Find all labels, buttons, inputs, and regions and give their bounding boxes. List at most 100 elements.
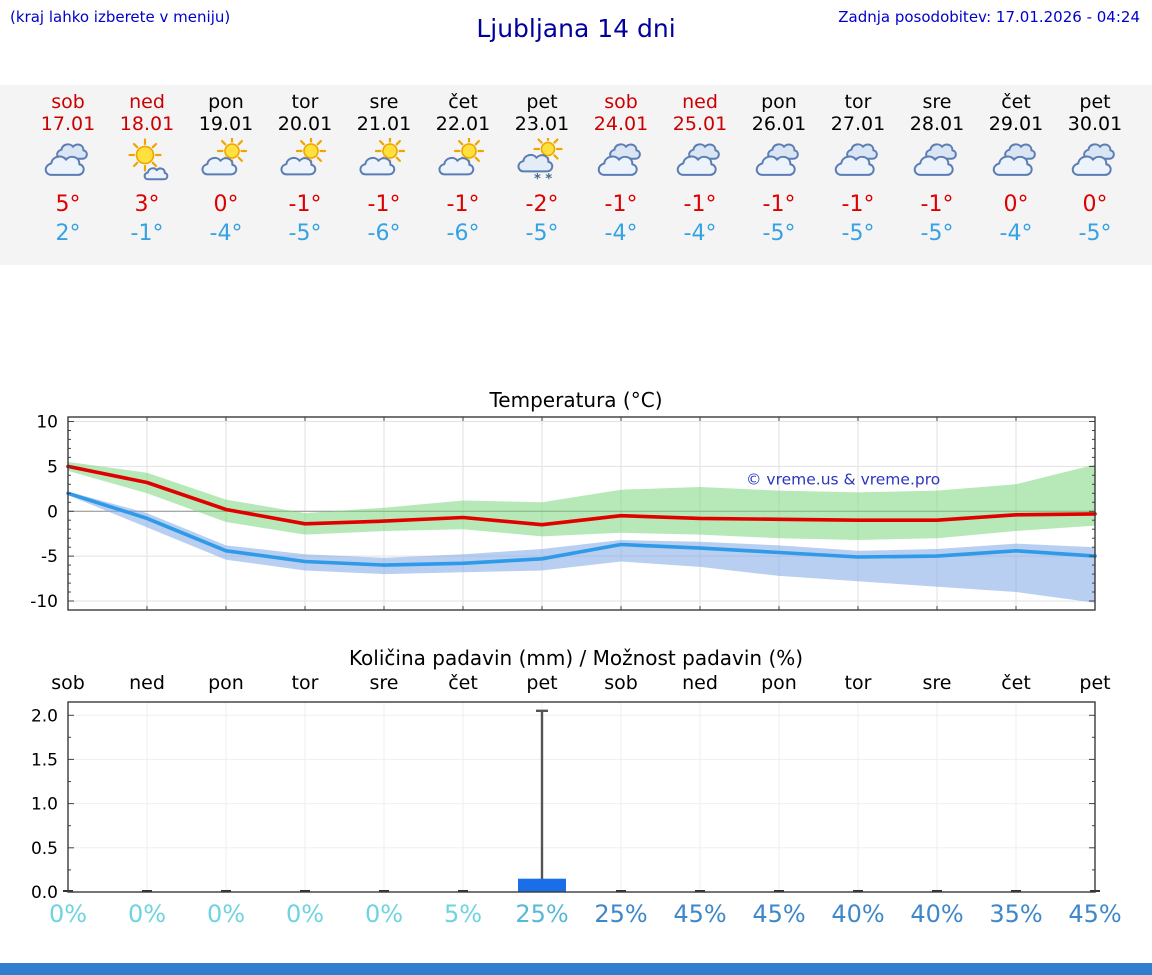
day-high-temp: -1° [367, 192, 401, 217]
svg-text:5: 5 [47, 457, 58, 477]
day-icon-wrap [266, 135, 345, 188]
day-name: pon [208, 91, 244, 113]
svg-text:45%: 45% [1068, 900, 1121, 928]
forecast-day-17.01[interactable]: sob 17.01 5° 2° [29, 85, 108, 265]
forecast-day-26.01[interactable]: pon 26.01 -1° -5° [740, 85, 819, 265]
day-low-temp: -4° [683, 221, 717, 246]
forecast-day-22.01[interactable]: čet 22.01 -1° -6° [424, 85, 503, 265]
forecast-day-18.01[interactable]: ned 18.01 3° -1° [108, 85, 187, 265]
day-high-temp: -1° [762, 192, 796, 217]
precipitation-chart-title: Količina padavin (mm) / Možnost padavin … [348, 646, 804, 670]
day-icon-wrap [29, 138, 108, 188]
day-icon-wrap [977, 138, 1056, 188]
watermark-link[interactable]: © vreme.us & vreme.pro [746, 470, 940, 488]
svg-text:sre: sre [370, 672, 399, 694]
day-low-temp: 2° [55, 221, 81, 246]
day-high-temp: 5° [55, 192, 81, 217]
min-temperature-band [68, 491, 1095, 603]
day-low-temp: -5° [288, 221, 322, 246]
weather-icon-cloudy [1071, 143, 1115, 176]
svg-text:45%: 45% [752, 900, 805, 928]
svg-text:1.5: 1.5 [31, 750, 58, 770]
day-name: pon [761, 91, 797, 113]
header: (kraj lahko izberete v meniju) Ljubljana… [0, 0, 1152, 85]
forecast-day-29.01[interactable]: čet 29.01 0° -4° [977, 85, 1056, 265]
weather-icon-sun-cloud [359, 135, 406, 176]
forecast-day-27.01[interactable]: tor 27.01 -1° -5° [819, 85, 898, 265]
precip-prob-labels: 0% 0% 0% 0% 0% 5% 25% 25% 45% 45% 40% 40% 35% 45% [49, 900, 1122, 928]
footer-bar [0, 963, 1152, 975]
day-name: sob [51, 91, 85, 113]
temperature-chart: -10 -5 0 5 10 © vreme.us & vreme.pro [30, 414, 1097, 612]
temp-chart-border [67, 416, 1096, 611]
svg-text:pon: pon [761, 672, 797, 694]
day-name: pet [1079, 91, 1111, 113]
forecast-day-19.01[interactable]: pon 19.01 0° -4° [187, 85, 266, 265]
day-date: 23.01 [514, 113, 570, 135]
day-name: sre [369, 91, 399, 113]
day-high-temp: -1° [288, 192, 322, 217]
day-date: 29.01 [988, 113, 1044, 135]
svg-text:pet: pet [526, 672, 557, 694]
day-date: 30.01 [1067, 113, 1123, 135]
day-name: sre [922, 91, 952, 113]
day-date: 19.01 [198, 113, 254, 135]
day-date: 27.01 [830, 113, 886, 135]
svg-text:ned: ned [682, 672, 718, 694]
day-date: 21.01 [356, 113, 412, 135]
day-icon-wrap [582, 138, 661, 188]
day-date: 22.01 [435, 113, 491, 135]
weather-icon-cloudy [834, 143, 878, 176]
day-icon-wrap [345, 135, 424, 188]
weather-icon-cloudy [44, 143, 88, 176]
day-date: 18.01 [119, 113, 175, 135]
svg-text:-10: -10 [30, 592, 58, 612]
day-high-temp: -1° [920, 192, 954, 217]
day-icon-wrap [898, 138, 977, 188]
forecast-day-25.01[interactable]: ned 25.01 -1° -4° [661, 85, 740, 265]
day-date: 24.01 [593, 113, 649, 135]
last-update: Zadnja posodobitev: 17.01.2026 - 04:24 [838, 8, 1140, 26]
weather-icon-sun-small-cloud [128, 138, 169, 181]
day-icon-wrap [424, 135, 503, 188]
day-high-temp: -1° [446, 192, 480, 217]
forecast-day-21.01[interactable]: sre 21.01 -1° -6° [345, 85, 424, 265]
day-icon-wrap: * * [503, 134, 582, 188]
day-low-temp: -6° [367, 221, 401, 246]
svg-text:sob: sob [604, 672, 638, 694]
forecast-day-24.01[interactable]: sob 24.01 -1° -4° [582, 85, 661, 265]
day-high-temp: 3° [134, 192, 160, 217]
svg-text:35%: 35% [989, 900, 1042, 928]
day-low-temp: -4° [209, 221, 243, 246]
precip-whisker [536, 709, 548, 890]
svg-text:25%: 25% [515, 900, 568, 928]
forecast-day-28.01[interactable]: sre 28.01 -1° -5° [898, 85, 977, 265]
svg-text:-5: -5 [41, 547, 58, 567]
day-icon-wrap [1056, 138, 1135, 188]
svg-text:0.5: 0.5 [31, 839, 58, 859]
day-high-temp: -1° [683, 192, 717, 217]
svg-text:0%: 0% [365, 900, 403, 928]
weather-icon-cloudy [597, 143, 641, 176]
svg-text:tor: tor [845, 672, 872, 694]
svg-text:0%: 0% [128, 900, 166, 928]
day-icon-wrap [661, 138, 740, 188]
forecast-day-20.01[interactable]: tor 20.01 -1° -5° [266, 85, 345, 265]
day-date: 17.01 [40, 113, 96, 135]
day-date: 25.01 [672, 113, 728, 135]
forecast-day-23.01[interactable]: pet 23.01 * * -2° -5° [503, 85, 582, 265]
weather-icon-sun-cloud-snow: * * [517, 134, 563, 187]
day-high-temp: 0° [213, 192, 239, 217]
day-low-temp: -5° [762, 221, 796, 246]
precip-y-labels: 0.0 0.5 1.0 1.5 2.0 [31, 706, 58, 903]
day-low-temp: -6° [446, 221, 480, 246]
svg-text:40%: 40% [831, 900, 884, 928]
svg-text:5%: 5% [444, 900, 482, 928]
forecast-day-30.01[interactable]: pet 30.01 0° -5° [1056, 85, 1135, 265]
day-low-temp: -5° [920, 221, 954, 246]
svg-text:0%: 0% [207, 900, 245, 928]
day-name: sob [604, 91, 638, 113]
day-high-temp: 0° [1082, 192, 1108, 217]
svg-text:sre: sre [923, 672, 952, 694]
day-icon-wrap [740, 138, 819, 188]
